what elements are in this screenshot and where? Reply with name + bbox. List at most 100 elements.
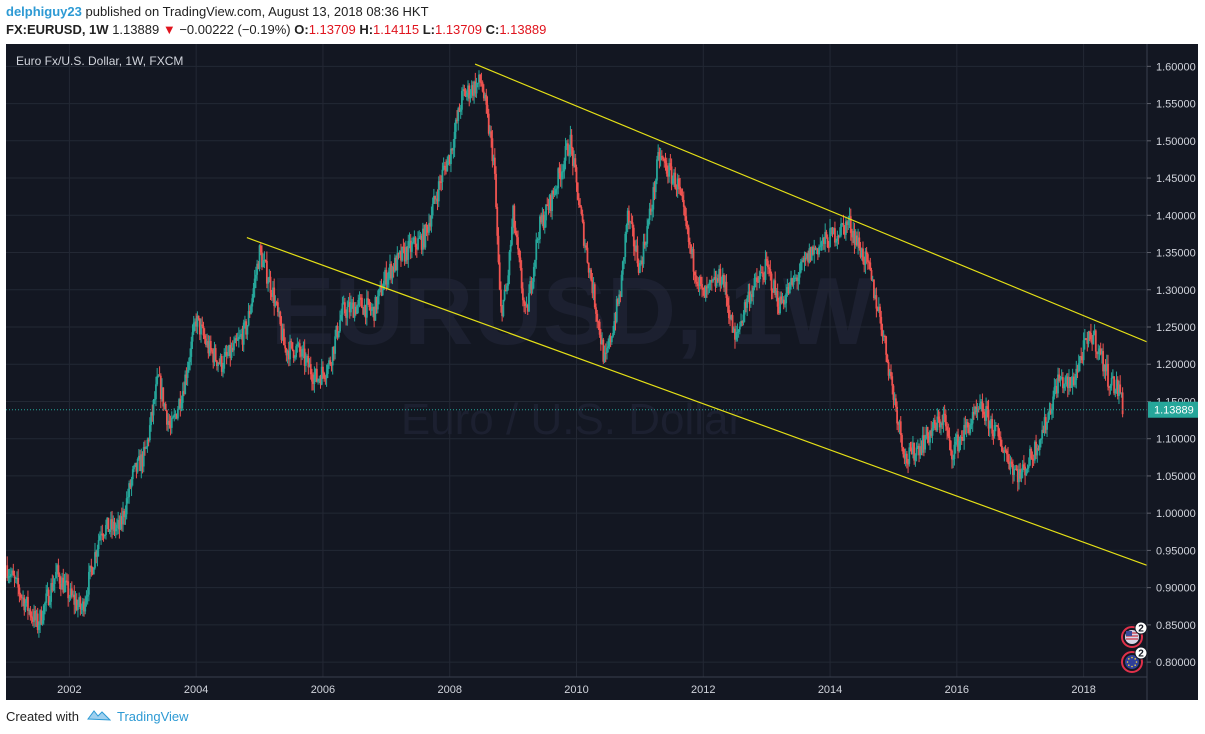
candle-body: [1030, 448, 1033, 459]
candle-body: [632, 227, 635, 247]
tradingview-logo-icon[interactable]: [87, 708, 112, 725]
candle-body: [960, 437, 963, 439]
candle-body: [191, 332, 194, 342]
candle-body: [651, 209, 653, 212]
candle-body: [370, 309, 373, 311]
candle-body: [810, 246, 813, 261]
candle-body: [526, 304, 529, 312]
candle-body: [125, 498, 128, 515]
candle-body: [703, 289, 706, 298]
candle-body: [161, 387, 163, 399]
time-axis[interactable]: 2002 2004 2006 2008 2010 2012 2014 2016 2018: [57, 684, 1096, 696]
time-tick-label: 2006: [311, 684, 335, 696]
candle-body: [686, 226, 689, 228]
candle-body: [729, 318, 731, 320]
trendlines[interactable]: [246, 63, 1148, 566]
us-flag-event-icon[interactable]: 2: [1121, 621, 1148, 648]
candle-body: [987, 409, 990, 429]
candle-body: [328, 360, 330, 365]
candle-body: [675, 188, 678, 190]
candle-body: [200, 324, 202, 335]
candle-body: [685, 216, 688, 227]
candle-body: [303, 348, 306, 366]
candle-body: [589, 269, 591, 273]
candle-body: [517, 237, 519, 250]
candle-body: [985, 406, 987, 421]
candle-body: [576, 182, 579, 200]
upper-channel-line[interactable]: [474, 63, 1148, 343]
candle-body: [1001, 445, 1003, 452]
candle-body: [1063, 384, 1066, 389]
candle-body: [802, 260, 805, 262]
candle-body: [621, 261, 624, 275]
candle-body: [746, 297, 749, 308]
candle-body: [885, 336, 888, 355]
candle-body: [352, 302, 355, 318]
candle-body: [441, 169, 444, 183]
candle-body: [575, 167, 578, 183]
candle-body: [691, 249, 694, 254]
candle-body: [272, 287, 274, 297]
candle-body: [237, 336, 240, 340]
candle-body: [634, 246, 636, 252]
candle-body: [770, 273, 773, 291]
lower-channel-line[interactable]: [246, 237, 1148, 566]
event-markers[interactable]: 22: [1121, 621, 1148, 673]
candle-body: [615, 299, 618, 322]
candle-body: [1066, 376, 1069, 389]
candle-body: [342, 302, 345, 304]
candle-body: [324, 377, 327, 379]
candle-body: [918, 445, 920, 456]
candle-body: [98, 535, 101, 541]
price-axis[interactable]: 0.80000 0.85000 0.90000 0.95000 1.00000 1.050…: [1147, 61, 1196, 669]
candle-body: [440, 181, 443, 183]
candle-body: [292, 350, 295, 358]
candle-body: [788, 282, 791, 294]
candle-body: [920, 446, 923, 453]
candle-body: [139, 455, 141, 472]
candle-body: [163, 403, 166, 407]
candle-body: [1098, 348, 1101, 352]
candle-body: [151, 412, 154, 416]
candle-body: [603, 352, 606, 362]
candle-body: [325, 373, 328, 379]
time-tick-label: 2010: [564, 684, 588, 696]
last-price-tag: 1.13889: [1148, 401, 1198, 418]
candle-body: [530, 281, 533, 290]
close-value: 1.13889: [499, 22, 547, 37]
candle-body: [1104, 364, 1107, 372]
candle-body: [1108, 386, 1111, 388]
candle-body: [274, 302, 277, 307]
candle-body: [837, 236, 840, 238]
candle-body: [982, 411, 985, 415]
chart-title: Euro Fx/U.S. Dollar, 1W, FXCM: [16, 54, 183, 68]
candle-body: [1061, 377, 1064, 389]
candle-body: [502, 299, 505, 317]
price-chart[interactable]: EURUSD, 1W Euro / U.S. Dollar 0.800000.8…: [6, 44, 1198, 700]
candle-body: [391, 266, 394, 279]
candle-body: [1082, 340, 1085, 361]
chart-container[interactable]: EURUSD, 1W Euro / U.S. Dollar 0.80000 0.8…: [6, 44, 1198, 700]
candle-body: [31, 617, 34, 622]
candle-body: [955, 434, 958, 442]
candle-body: [586, 247, 589, 263]
candle-body: [312, 381, 315, 384]
price-tick-label: 1.55000: [1156, 99, 1196, 111]
candle-body: [959, 437, 962, 441]
candle-body: [1081, 356, 1084, 361]
candle-body: [1027, 465, 1030, 468]
candle-body: [809, 248, 812, 261]
eu-flag-event-icon[interactable]: 2: [1121, 646, 1148, 673]
candle-body: [975, 406, 978, 412]
candle-body: [229, 345, 232, 358]
candle-body: [712, 279, 714, 282]
candle-body: [559, 173, 562, 180]
candle-body: [323, 372, 326, 378]
candle-body: [580, 207, 583, 214]
author-link[interactable]: delphiguy23: [6, 4, 82, 19]
tradingview-link[interactable]: TradingView: [116, 709, 189, 724]
candle-body: [130, 479, 133, 488]
candle-body: [457, 108, 460, 122]
candle-body: [515, 234, 518, 238]
price-tick-label: 1.00000: [1156, 508, 1196, 520]
